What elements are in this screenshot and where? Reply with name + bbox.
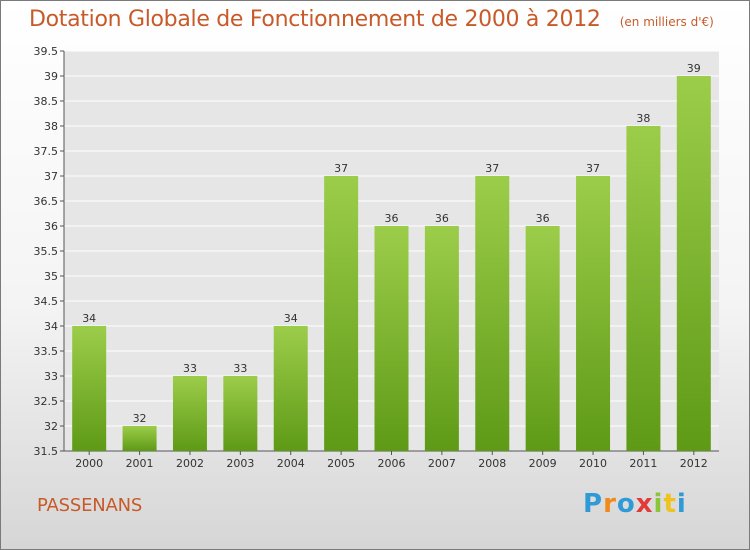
data-label: 36 [536, 212, 550, 225]
y-tick-label: 35 [44, 270, 58, 283]
brand-letter: o [616, 489, 636, 519]
data-label: 38 [636, 112, 650, 125]
y-tick-label: 34 [44, 320, 58, 333]
bar [576, 176, 611, 451]
x-tick-label: 2003 [226, 457, 254, 470]
data-label: 34 [82, 312, 96, 325]
bar [273, 326, 308, 451]
data-label: 33 [183, 362, 197, 375]
y-tick-label: 39 [44, 70, 58, 83]
brand-letter: i [653, 489, 664, 519]
y-tick-label: 34.5 [34, 295, 59, 308]
x-tick-label: 2000 [75, 457, 103, 470]
data-label: 36 [385, 212, 399, 225]
x-tick-label: 2001 [126, 457, 154, 470]
brand-letter: i [676, 489, 687, 519]
y-tick-label: 38 [44, 120, 58, 133]
data-label: 32 [133, 412, 147, 425]
data-label: 39 [687, 62, 701, 75]
x-tick-label: 2011 [629, 457, 657, 470]
data-label: 33 [233, 362, 247, 375]
y-tick-label: 37 [44, 170, 58, 183]
title-text: Dotation Globale de Fonctionnement de 20… [29, 7, 601, 32]
brand-logo: Proxiti [583, 489, 687, 519]
bar [424, 226, 459, 451]
data-label: 37 [586, 162, 600, 175]
x-tick-label: 2012 [680, 457, 708, 470]
y-tick-label: 32.5 [34, 395, 59, 408]
x-tick-label: 2007 [428, 457, 456, 470]
y-tick-label: 32 [44, 420, 58, 433]
bar [172, 376, 207, 451]
y-tick-label: 37.5 [34, 145, 59, 158]
bar [374, 226, 409, 451]
chart-title: Dotation Globale de Fonctionnement de 20… [29, 7, 714, 32]
y-tick-label: 36.5 [34, 195, 59, 208]
y-tick-label: 33.5 [34, 345, 59, 358]
y-tick-label: 38.5 [34, 95, 59, 108]
data-label: 37 [334, 162, 348, 175]
bar [223, 376, 258, 451]
data-label: 34 [284, 312, 298, 325]
data-label: 36 [435, 212, 449, 225]
bar [676, 76, 711, 451]
x-tick-label: 2010 [579, 457, 607, 470]
bar [475, 176, 510, 451]
bar [72, 326, 107, 451]
y-tick-label: 36 [44, 220, 58, 233]
place-name: PASSENANS [37, 495, 143, 516]
y-tick-label: 35.5 [34, 245, 59, 258]
brand-letter: r [603, 489, 617, 519]
x-tick-label: 2002 [176, 457, 204, 470]
x-tick-label: 2004 [277, 457, 305, 470]
unit-text: (en milliers d'€) [619, 15, 714, 29]
brand-letter: x [635, 489, 654, 519]
y-tick-label: 33 [44, 370, 58, 383]
data-label: 37 [485, 162, 499, 175]
brand-letter: t [663, 489, 677, 519]
bar [626, 126, 661, 451]
x-tick-label: 2005 [327, 457, 355, 470]
brand-letter: P [583, 489, 604, 519]
y-tick-label: 39.5 [34, 45, 59, 58]
x-tick-label: 2006 [378, 457, 406, 470]
bar [324, 176, 359, 451]
x-tick-label: 2009 [529, 457, 557, 470]
bar [525, 226, 560, 451]
bar [122, 426, 157, 451]
x-tick-label: 2008 [478, 457, 506, 470]
y-tick-label: 31.5 [34, 445, 59, 458]
